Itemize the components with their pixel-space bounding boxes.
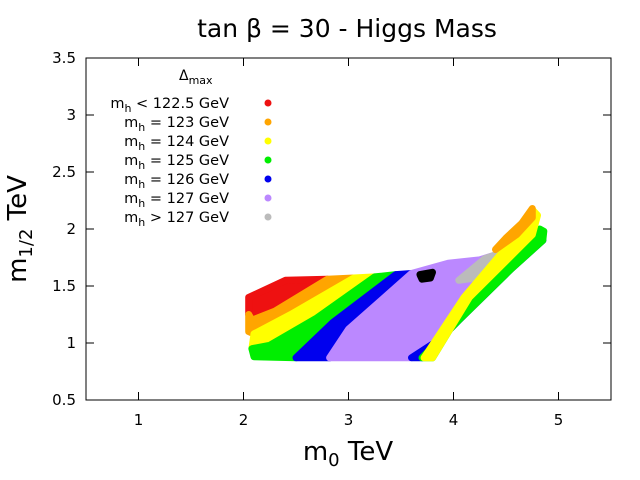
y-tick-label: 3.5 <box>52 49 76 67</box>
legend-marker <box>264 99 272 107</box>
series-region-10 <box>492 205 536 253</box>
legend-entry-label: mh = 125 GeV <box>124 153 229 172</box>
y-tick-label: 3 <box>66 106 76 124</box>
legend-entry-rest: = 123 GeV <box>145 115 229 131</box>
legend-entry-label: mh > 127 GeV <box>124 210 229 229</box>
x-tick-label: 3 <box>344 411 354 429</box>
legend-marker <box>264 118 272 126</box>
legend-entry-sub: h <box>138 197 145 210</box>
legend-entry-rest: = 124 GeV <box>145 134 229 150</box>
legend-entry-rest: > 127 GeV <box>145 210 229 226</box>
y-tick-label: 2.5 <box>52 163 76 181</box>
data-layer <box>245 205 548 362</box>
legend-marker <box>264 194 272 202</box>
axis-ticks: 1 2 3 4 5 0.5 1 1.5 2 2.5 3 3.5 <box>52 49 611 429</box>
y-tick-label: 1 <box>66 334 76 352</box>
legend-marker <box>264 175 272 183</box>
legend-title: Δmax <box>179 68 213 87</box>
legend-entry-main: m <box>124 115 138 131</box>
y-tick-label: 1.5 <box>52 277 76 295</box>
x-tick-label: 4 <box>449 411 459 429</box>
x-axis-label: m0 TeV <box>303 437 394 471</box>
legend-entry-rest: < 122.5 GeV <box>131 96 229 112</box>
y-axis-label: m1/2 TeV <box>3 175 37 283</box>
legend-title-main: Δ <box>179 68 189 84</box>
x-axis-label-main: m <box>303 437 328 467</box>
chart-title: tan β = 30 - Higgs Mass <box>197 14 497 43</box>
legend-entry-sub: h <box>138 178 145 191</box>
legend-entry-rest: = 125 GeV <box>145 153 229 169</box>
series-region-11 <box>416 268 436 283</box>
legend-entry-label: mh = 127 GeV <box>124 191 229 210</box>
legend-entry-main: m <box>110 96 124 112</box>
legend-entry-main: m <box>124 210 138 226</box>
legend-entry-label: mh = 124 GeV <box>124 134 229 153</box>
x-tick-label: 5 <box>554 411 564 429</box>
legend-marker <box>264 137 272 145</box>
y-axis-label-sub: 1/2 <box>16 229 37 258</box>
legend-entry-main: m <box>124 191 138 207</box>
legend-marker <box>264 156 272 164</box>
legend-entry-main: m <box>124 153 138 169</box>
legend-entry-sub: h <box>138 140 145 153</box>
legend-entry-sub: h <box>138 216 145 229</box>
legend-title-sub: max <box>189 74 213 87</box>
y-axis-label-main: m <box>3 258 33 283</box>
x-tick-label: 2 <box>239 411 249 429</box>
legend-marker <box>264 213 272 221</box>
legend-entry-main: m <box>124 134 138 150</box>
x-axis-label-sub: 0 <box>328 450 339 471</box>
legend-entry-sub: h <box>138 121 145 134</box>
y-tick-label: 0.5 <box>52 391 76 409</box>
legend-entry-label: mh = 126 GeV <box>124 172 229 191</box>
legend-entry-sub: h <box>138 159 145 172</box>
x-tick-label: 1 <box>134 411 144 429</box>
x-axis-label-rest: TeV <box>340 437 394 467</box>
y-axis-label-rest: TeV <box>3 175 33 229</box>
legend-entry-rest: = 127 GeV <box>145 191 229 207</box>
y-tick-label: 2 <box>66 220 76 238</box>
legend-entry-label: mh < 122.5 GeV <box>110 96 229 115</box>
legend-entry-sub: h <box>124 102 131 115</box>
legend-entry-label: mh = 123 GeV <box>124 115 229 134</box>
legend-entry-rest: = 126 GeV <box>145 172 229 188</box>
legend-entry-main: m <box>124 172 138 188</box>
